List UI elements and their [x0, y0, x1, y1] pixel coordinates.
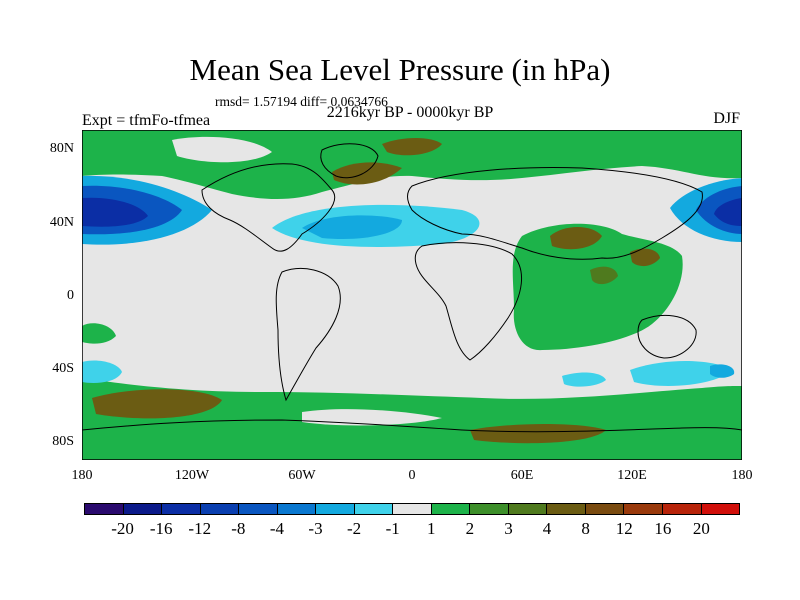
lat-label-40s: 40S: [52, 361, 74, 376]
colorbar-swatch: [354, 504, 394, 514]
stats-text: rmsd= 1.57194 diff= 0.0634766: [215, 94, 388, 109]
lon-label-0: 0: [408, 468, 416, 483]
colorbar-label: 8: [581, 519, 590, 538]
southern-brown-west: [92, 389, 222, 419]
colorbar-swatch: [662, 504, 702, 514]
colorbar-label: -3: [308, 519, 323, 538]
colorbar-label: -12: [188, 519, 212, 538]
antarctica-outline: [82, 419, 742, 433]
atlantic-low-inner: [302, 215, 402, 240]
colorbar-swatch: [431, 504, 471, 514]
colorbar-label: -2: [347, 519, 362, 538]
colorbar-swatch: [239, 504, 278, 514]
arctic-brown-2: [332, 162, 402, 185]
colorbar-label: -8: [231, 519, 246, 538]
colorbar-swatch: [585, 504, 625, 514]
colorbar-swatch: [470, 504, 509, 514]
colorbar-label: -1: [385, 519, 400, 538]
colorbar: [84, 503, 740, 515]
colorbar-swatch: [85, 504, 124, 514]
colorbar-swatch: [277, 504, 317, 514]
pressure-anomaly-map: [82, 130, 742, 460]
south-america-outline: [275, 268, 341, 402]
sw-pacific-green: [82, 323, 116, 344]
colorbar-swatch: [508, 504, 548, 514]
lat-label-80n: 80N: [49, 141, 74, 156]
arctic-white-patch: [172, 136, 272, 163]
colorbar-label: 20: [692, 519, 710, 538]
lat-label-40n: 40N: [49, 215, 74, 230]
south-pacific-cyan: [82, 360, 122, 383]
period-label: 2216kyr BP - 0000kyr BP: [326, 104, 494, 121]
eurasia-outline: [407, 167, 703, 260]
colorbar-swatch: [624, 504, 663, 514]
colorbar-swatch: [393, 504, 432, 514]
colorbar-label: 16: [654, 519, 672, 538]
asia-brown-core: [550, 227, 602, 250]
indian-olive: [590, 266, 618, 285]
map-title: Mean Sea Level Pressure (in hPa): [189, 52, 611, 87]
colorbar-label: -20: [111, 519, 134, 538]
southern-brown-east: [470, 424, 606, 444]
lat-label-80s: 80S: [52, 434, 74, 449]
north-america-outline: [201, 163, 336, 252]
colorbar-swatch: [200, 504, 240, 514]
lon-label-120w: 120W: [174, 468, 210, 483]
lon-label-60e: 60E: [510, 468, 534, 483]
season-label: DJF: [713, 110, 740, 127]
colorbar-swatch: [701, 504, 740, 514]
colorbar-swatch: [547, 504, 586, 514]
arctic-brown-1: [382, 138, 442, 156]
colorbar-label: 4: [542, 519, 552, 538]
southern-cyan-2: [562, 372, 606, 387]
colorbar-label: -16: [149, 519, 173, 538]
lon-label-180e: 180: [731, 468, 753, 483]
colorbar-swatch: [316, 504, 355, 514]
lat-label-equator: 0: [67, 288, 74, 303]
africa-outline: [414, 242, 523, 361]
southern-cyan-core: [710, 364, 735, 378]
pacific-low-core-east: [714, 198, 742, 226]
southern-cyan-3: [630, 361, 732, 386]
colorbar-label: 1: [427, 519, 436, 538]
sw-atlantic-white: [302, 409, 442, 426]
lon-label-180w: 180: [71, 468, 93, 483]
colorbar-swatch: [162, 504, 201, 514]
sea-brown-core: [630, 248, 660, 267]
pacific-low-core: [82, 197, 148, 227]
colorbar-label: 12: [615, 519, 633, 538]
lon-label-120e: 120E: [617, 468, 647, 483]
coastlines: [82, 143, 742, 433]
experiment-label: Expt = tfmFo-tfmea: [82, 112, 211, 129]
lon-label-60w: 60W: [288, 468, 316, 483]
greenland-outline: [320, 143, 379, 179]
colorbar-label: -4: [269, 519, 285, 538]
colorbar-label: 2: [465, 519, 475, 538]
australia-outline: [637, 314, 697, 359]
colorbar-swatch: [123, 504, 163, 514]
colorbar-label: 3: [504, 519, 513, 538]
